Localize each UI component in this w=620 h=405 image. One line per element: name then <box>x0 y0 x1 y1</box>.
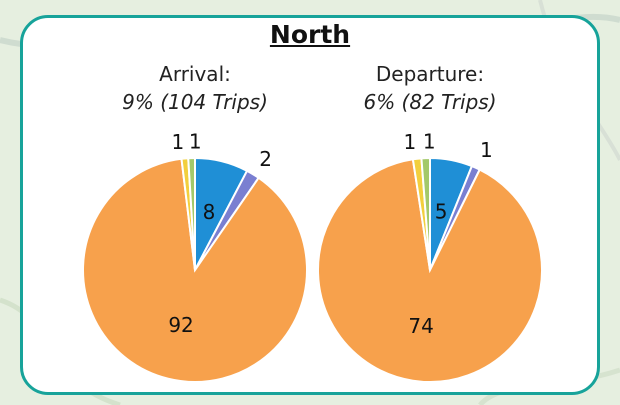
departure-slice-label-0: 5 <box>435 199 448 223</box>
departure-slice-label-1: 1 <box>480 138 493 162</box>
arrival-slice-4 <box>187 156 196 271</box>
chart-title: North <box>269 20 351 49</box>
arrival-slice-label-0: 8 <box>203 200 216 224</box>
arrival-slice-label-3: 1 <box>171 130 184 154</box>
departure-slice-label-4: 1 <box>423 129 436 153</box>
arrival-slice-label-2: 92 <box>168 313 193 337</box>
departure-slice-label-2: 74 <box>408 314 433 338</box>
departure-slice-label-3: 1 <box>404 130 417 154</box>
departure-slice-4 <box>420 156 431 271</box>
arrival-slice-label-4: 1 <box>189 129 202 153</box>
departure-sublabel: 6% (82 Trips) <box>363 90 497 114</box>
arrival-slice-label-1: 2 <box>259 147 272 171</box>
arrival-sublabel: 9% (104 Trips) <box>122 90 268 114</box>
arrival-label: Arrival: <box>159 62 231 86</box>
departure-slice-2 <box>317 158 543 383</box>
departure-label: Departure: <box>375 62 485 86</box>
arrival-slice-2 <box>82 157 308 383</box>
